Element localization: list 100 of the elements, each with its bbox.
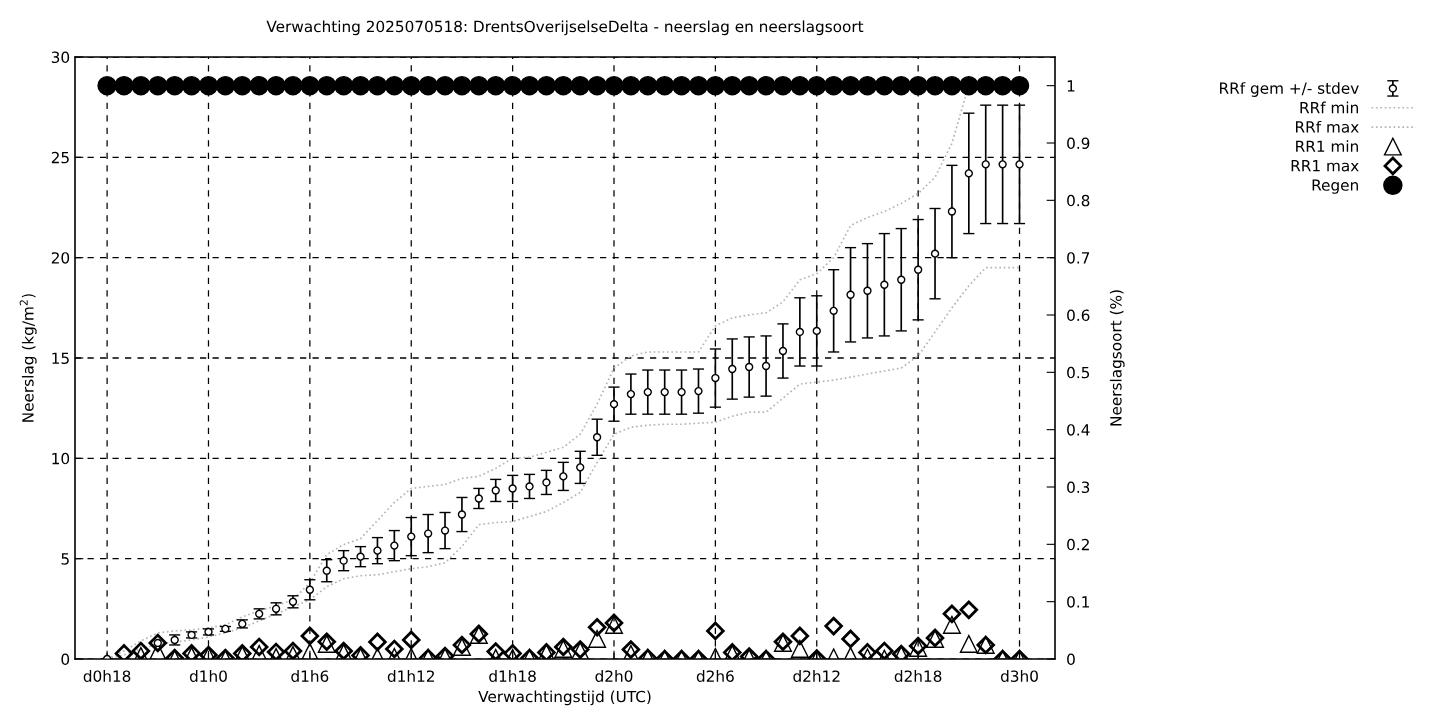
point xyxy=(300,642,319,659)
y-tick-label: 5 xyxy=(61,553,69,565)
point xyxy=(373,546,382,555)
point xyxy=(959,600,979,620)
point xyxy=(525,482,534,491)
point xyxy=(587,618,607,637)
legend-label: RR1 min xyxy=(1296,140,1358,152)
y2-tick-label: 0.4 xyxy=(1067,424,1090,436)
point xyxy=(305,585,315,594)
x-tick-label: d1h6 xyxy=(291,670,329,682)
y2-tick-label: 0.6 xyxy=(1067,309,1090,322)
y2-tick-label: 0.5 xyxy=(1067,366,1090,379)
legend-label: RRf min xyxy=(1300,101,1358,114)
x-axis-title: Verwachtingstijd (UTC) xyxy=(478,690,651,706)
y2-tick-label: 0.9 xyxy=(1067,137,1090,150)
point xyxy=(761,361,771,371)
y2-tick-label: 0 xyxy=(1067,653,1075,666)
point xyxy=(423,529,433,538)
point xyxy=(542,478,551,487)
x-tick-label: d1h0 xyxy=(189,670,227,682)
x-tick-label: d1h12 xyxy=(387,670,434,682)
point xyxy=(981,160,990,169)
legend-label: RRf max xyxy=(1296,120,1359,133)
point xyxy=(440,526,450,535)
point xyxy=(711,373,720,383)
y2-tick-label: 0.3 xyxy=(1067,481,1090,494)
point xyxy=(457,510,467,519)
point xyxy=(858,643,877,659)
point xyxy=(875,641,894,659)
point xyxy=(385,639,404,659)
y2-tick-label: 0.2 xyxy=(1067,538,1089,551)
y-tick-label: 15 xyxy=(52,352,69,365)
point xyxy=(942,615,961,634)
point xyxy=(790,626,810,646)
point xyxy=(863,286,872,295)
point xyxy=(626,389,636,399)
x-tick-label: d0h18 xyxy=(83,670,131,682)
y-tick-label: 10 xyxy=(52,452,70,465)
legend-label: RRf gem +/- stdev xyxy=(1220,82,1359,97)
y-tick-label: 30 xyxy=(51,51,70,64)
point xyxy=(300,626,320,646)
point xyxy=(390,541,399,550)
point xyxy=(778,346,788,356)
point xyxy=(266,642,286,659)
point xyxy=(592,433,602,442)
point xyxy=(728,364,737,374)
point xyxy=(660,387,669,397)
point xyxy=(706,621,725,641)
point xyxy=(407,532,416,541)
y-tick-label: 25 xyxy=(51,151,69,164)
y-tick-label: 20 xyxy=(51,252,70,264)
legend-label: RR1 max xyxy=(1291,160,1359,172)
point xyxy=(694,386,703,396)
legend-label: Regen xyxy=(1312,179,1358,194)
y2-tick-label: 0.7 xyxy=(1067,252,1090,264)
point xyxy=(249,637,269,657)
point xyxy=(913,265,923,274)
point xyxy=(846,290,855,299)
y-tick-label: 0 xyxy=(61,653,70,666)
point xyxy=(964,169,973,178)
point xyxy=(677,387,686,397)
point xyxy=(503,644,522,659)
x-tick-label: d1h18 xyxy=(489,670,536,682)
point xyxy=(588,629,607,648)
point xyxy=(559,472,568,481)
point xyxy=(790,639,809,658)
y2-axis-title: Neerslagsoort (%) xyxy=(1109,290,1125,426)
point xyxy=(486,642,505,659)
point xyxy=(508,484,517,493)
y2-tick-label: 1 xyxy=(1067,80,1075,92)
x-tick-label: d2h12 xyxy=(793,670,840,682)
point xyxy=(897,275,906,284)
point xyxy=(745,362,754,372)
point xyxy=(609,399,619,409)
point xyxy=(576,463,585,472)
point xyxy=(824,616,843,636)
x-tick-label: d2h6 xyxy=(696,670,734,682)
point xyxy=(930,249,940,258)
point xyxy=(812,326,821,336)
point xyxy=(474,494,483,503)
point xyxy=(401,630,421,650)
point xyxy=(322,566,331,575)
point xyxy=(959,634,978,653)
point xyxy=(998,160,1007,169)
y2-tick-label: 0.8 xyxy=(1067,194,1090,207)
point xyxy=(947,207,957,216)
point xyxy=(829,306,838,316)
point xyxy=(131,641,151,659)
point xyxy=(880,280,889,289)
x-tick-label: d3h0 xyxy=(1000,670,1038,682)
point xyxy=(114,644,134,659)
point xyxy=(841,629,860,649)
point xyxy=(1015,160,1024,169)
point xyxy=(283,641,303,659)
point xyxy=(368,632,387,652)
point xyxy=(339,556,348,565)
chart-title: Verwachting 2025070518: DrentsOverijselseDelta - neerslag en neerslagsoort xyxy=(266,20,864,36)
point xyxy=(491,486,500,495)
y2-tick-label: 0.1 xyxy=(1067,596,1089,608)
point xyxy=(795,327,805,337)
